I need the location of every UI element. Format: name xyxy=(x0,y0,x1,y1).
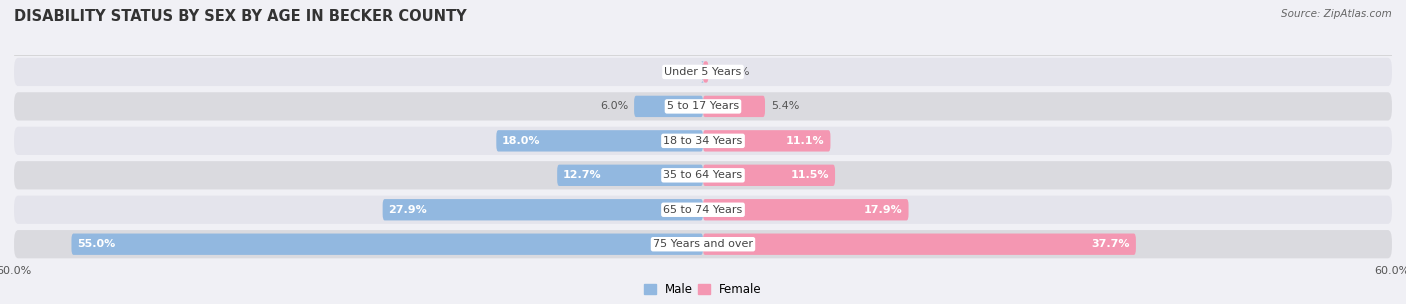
FancyBboxPatch shape xyxy=(703,130,831,151)
FancyBboxPatch shape xyxy=(14,92,1392,120)
Text: Under 5 Years: Under 5 Years xyxy=(665,67,741,77)
FancyBboxPatch shape xyxy=(496,130,703,151)
Text: 35 to 64 Years: 35 to 64 Years xyxy=(664,170,742,180)
FancyBboxPatch shape xyxy=(14,230,1392,258)
Text: 12.7%: 12.7% xyxy=(562,170,602,180)
Text: 65 to 74 Years: 65 to 74 Years xyxy=(664,205,742,215)
Text: 11.5%: 11.5% xyxy=(790,170,830,180)
Text: Source: ZipAtlas.com: Source: ZipAtlas.com xyxy=(1281,9,1392,19)
Text: 6.0%: 6.0% xyxy=(600,102,628,111)
FancyBboxPatch shape xyxy=(14,196,1392,224)
FancyBboxPatch shape xyxy=(703,165,835,186)
Text: 18.0%: 18.0% xyxy=(502,136,540,146)
FancyBboxPatch shape xyxy=(634,96,703,117)
Legend: Male, Female: Male, Female xyxy=(640,278,766,301)
FancyBboxPatch shape xyxy=(382,199,703,220)
Text: 37.7%: 37.7% xyxy=(1091,239,1130,249)
FancyBboxPatch shape xyxy=(14,161,1392,189)
FancyBboxPatch shape xyxy=(703,199,908,220)
FancyBboxPatch shape xyxy=(557,165,703,186)
Text: 17.9%: 17.9% xyxy=(865,205,903,215)
Text: 0.47%: 0.47% xyxy=(714,67,749,77)
Text: 27.9%: 27.9% xyxy=(388,205,427,215)
FancyBboxPatch shape xyxy=(72,233,703,255)
FancyBboxPatch shape xyxy=(703,96,765,117)
Text: 11.1%: 11.1% xyxy=(786,136,825,146)
FancyBboxPatch shape xyxy=(14,127,1392,155)
FancyBboxPatch shape xyxy=(14,58,1392,86)
Text: 55.0%: 55.0% xyxy=(77,239,115,249)
FancyBboxPatch shape xyxy=(702,61,704,83)
Text: 0.09%: 0.09% xyxy=(661,67,696,77)
FancyBboxPatch shape xyxy=(703,233,1136,255)
Text: 5 to 17 Years: 5 to 17 Years xyxy=(666,102,740,111)
FancyBboxPatch shape xyxy=(703,61,709,83)
Text: 5.4%: 5.4% xyxy=(770,102,799,111)
Text: DISABILITY STATUS BY SEX BY AGE IN BECKER COUNTY: DISABILITY STATUS BY SEX BY AGE IN BECKE… xyxy=(14,9,467,24)
Text: 75 Years and over: 75 Years and over xyxy=(652,239,754,249)
Text: 18 to 34 Years: 18 to 34 Years xyxy=(664,136,742,146)
